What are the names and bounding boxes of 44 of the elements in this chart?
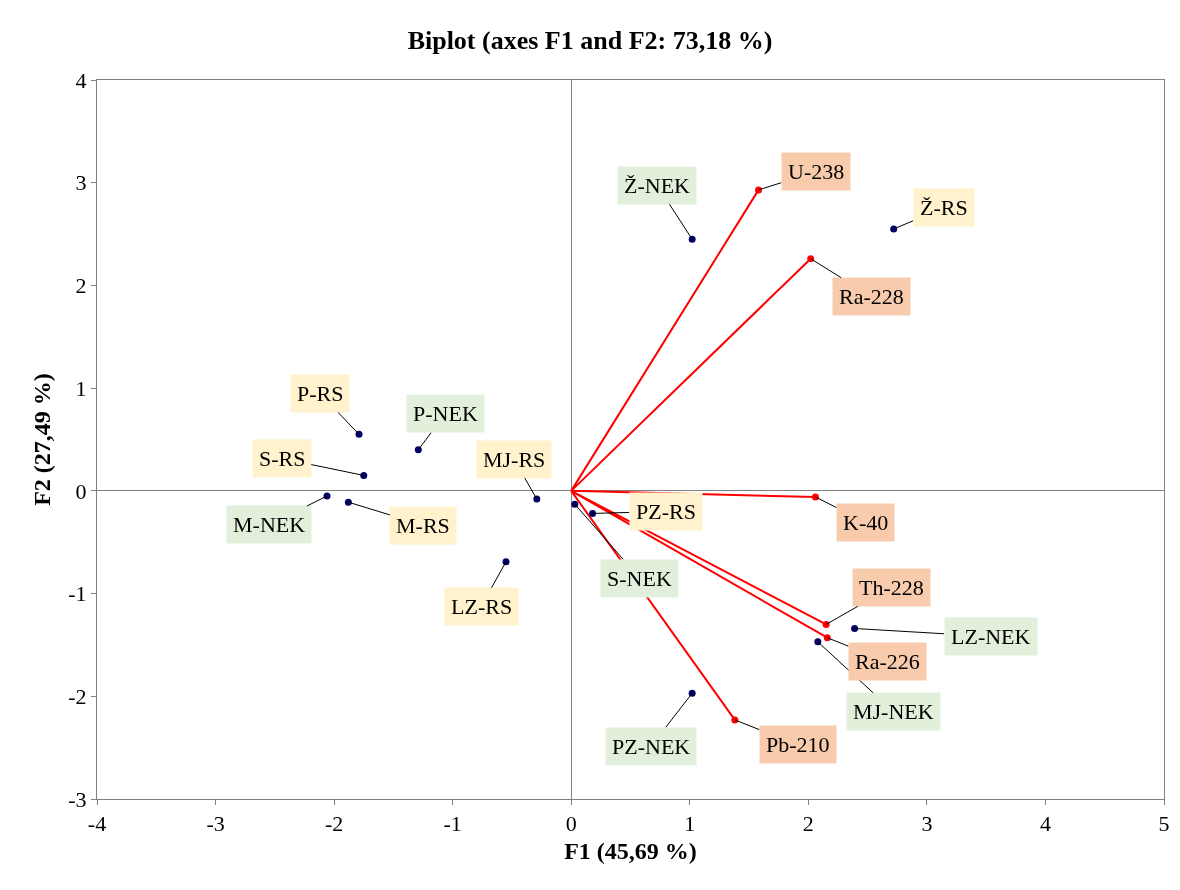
data-label: Th-228	[859, 575, 924, 600]
point	[688, 235, 696, 243]
y-tick-label: 2	[75, 273, 87, 299]
x-tick-label: -3	[206, 811, 225, 837]
y-tick-label: 1	[75, 375, 87, 401]
data-label: M-RS	[396, 513, 450, 538]
x-tick-label: -4	[87, 811, 107, 837]
data-label: Pb-210	[766, 732, 830, 757]
data-label: P-NEK	[413, 401, 478, 426]
point	[814, 638, 822, 646]
x-tick-label: 0	[565, 811, 577, 837]
data-label: U-238	[788, 159, 845, 184]
y-tick-label: 4	[75, 67, 87, 93]
x-tick-label: -2	[324, 811, 344, 837]
x-axis-title: F1 (45,69 %)	[564, 837, 697, 864]
data-label: LZ-NEK	[951, 624, 1031, 649]
chart-title: Biplot (axes F1 and F2: 73,18 %)	[407, 26, 773, 56]
y-tick-label: -2	[68, 683, 87, 709]
data-label: Ž-RS	[920, 195, 968, 220]
data-label: P-RS	[297, 381, 344, 406]
x-tick-label: 1	[684, 811, 696, 837]
x-tick-label: 4	[1039, 811, 1051, 837]
x-tick-label: 5	[1158, 811, 1170, 837]
data-label: Ž-NEK	[624, 173, 691, 198]
data-label: M-NEK	[233, 512, 306, 537]
x-tick-label: 2	[802, 811, 814, 837]
data-label: S-NEK	[607, 566, 672, 591]
data-label: K-40	[843, 510, 889, 535]
data-label: Ra-228	[839, 284, 904, 309]
data-label: S-RS	[259, 446, 306, 471]
data-label: LZ-RS	[451, 594, 513, 619]
data-label: PZ-NEK	[612, 734, 691, 759]
x-tick-label: 3	[921, 811, 933, 837]
data-label: MJ-NEK	[853, 699, 934, 724]
y-tick-label: -1	[68, 581, 87, 607]
y-tick-label: -3	[68, 786, 87, 812]
data-label: Ra-226	[855, 649, 920, 674]
data-label: PZ-RS	[636, 499, 696, 524]
y-tick-label: 3	[75, 170, 87, 196]
data-label: MJ-RS	[483, 447, 546, 472]
x-tick-label: -1	[443, 811, 462, 837]
y-tick-label: 0	[75, 478, 87, 504]
y-axis-title: F2 (27,49 %)	[29, 373, 56, 506]
point	[851, 624, 859, 632]
